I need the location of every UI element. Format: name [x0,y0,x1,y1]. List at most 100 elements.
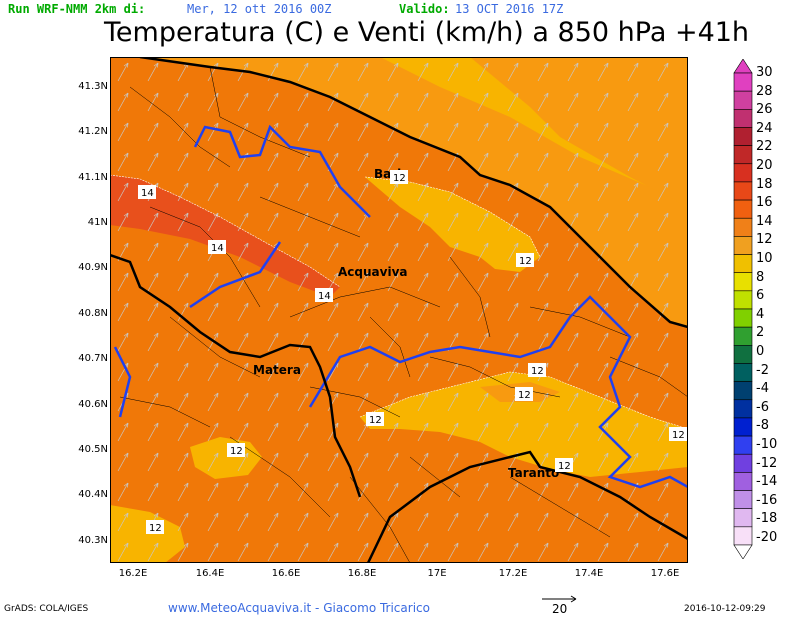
contour-label: 12 [555,458,573,472]
y-label: 40.6N [78,399,108,410]
y-label: 40.3N [78,535,108,546]
colorbar-swatch [733,217,753,237]
map-frame [110,57,688,563]
colorbar-label: -8 [756,418,769,434]
svg-text:14: 14 [318,291,331,302]
x-label: 16.8E [347,568,377,579]
site-credit: www.MeteoAcquaviva.it - Giacomo Tricaric… [168,601,430,615]
x-label: 16.4E [195,568,225,579]
y-label: 41.1N [78,172,108,183]
colorbar-swatch [733,145,753,165]
colorbar-label: -12 [756,455,778,471]
colorbar-swatch [733,508,753,528]
colorbar-swatch [733,472,753,491]
colorbar-swatch [733,163,753,183]
colorbar-swatch [733,127,753,146]
generation-timestamp: 2016-10-12-09:29 [684,604,766,614]
y-label: 40.7N [78,353,108,364]
svg-text:12: 12 [230,446,243,457]
contour-label: 12 [366,412,384,426]
valid-date: 13 OCT 2016 17Z [455,2,564,16]
colorbar-swatch [733,345,753,364]
contour-label: 12 [669,427,687,441]
colorbar-swatch [733,490,753,509]
colorbar-label: 16 [756,195,773,211]
y-label: 41.2N [78,126,108,137]
colorbar-label: 26 [756,102,773,118]
region-border [113,124,688,489]
y-label: 40.9N [78,262,108,273]
colorbar-swatch [733,399,753,419]
svg-text:12: 12 [558,461,571,472]
colorbar-swatch [733,236,753,255]
colorbar-label: 12 [756,232,773,248]
colorbar-swatch [733,254,753,273]
colorbar-label: 20 [756,158,773,173]
wind-vectors [110,57,688,563]
temperature-map: Bari Acquaviva Matera Taranto 14 14 14 1… [110,57,688,563]
y-label: 40.4N [78,489,108,500]
svg-text:14: 14 [141,188,154,199]
contour-label: 12 [516,253,534,267]
x-label: 17.6E [650,568,680,579]
run-date: Mer, 12 ott 2016 00Z [187,2,332,16]
colorbar-swatch [733,381,753,401]
coastline [110,57,688,563]
colorbar-label: -18 [756,511,778,527]
colorbar-swatch [733,363,753,382]
colorbar-label: 8 [756,269,765,285]
grads-credit: GrADS: COLA/IGES [4,604,89,614]
colorbar-label: 30 [756,65,773,80]
x-label: 17.4E [574,568,604,579]
colorbar-swatch [733,453,753,473]
x-label: 16.2E [118,568,148,579]
contour-label: 14 [208,240,226,254]
colorbar-swatch [733,308,753,328]
colorbar-swatch [733,199,753,219]
svg-text:12: 12 [149,523,162,534]
colorbar-label: 18 [756,176,773,192]
contour-label: 12 [146,520,164,534]
city-matera: Matera [253,363,301,377]
valid-label: Valido: [399,2,450,16]
colorbar-swatch [733,72,753,92]
svg-text:12: 12 [369,415,382,426]
svg-text:12: 12 [531,366,544,377]
contour-label: 14 [315,288,333,302]
colorbar-label: 0 [756,344,765,359]
colorbar-label: -20 [756,530,778,545]
colorbar-swatch [733,181,753,201]
run-label: Run WRF-NMM 2km di: [8,2,146,16]
contour-label: 12 [390,170,408,184]
colorbar-swatch [733,526,753,546]
colorbar-swatch [733,290,753,310]
colorbar-label: -10 [756,437,778,452]
reference-vector-value: 20 [552,602,568,616]
colorbar-label: 4 [756,306,765,322]
colorbar-label: 14 [756,213,773,229]
colorbar-label: 24 [756,120,773,136]
colorbar-top-arrow [733,59,753,74]
colorbar [733,59,753,559]
map-title: Temperatura (C) e Venti (km/h) a 850 hPa… [104,17,750,48]
colorbar-swatch [733,326,753,346]
contour-label: 14 [138,185,156,199]
colorbar-label: -4 [756,381,769,397]
colorbar-label: -16 [756,492,778,508]
colorbar-swatch [733,417,753,437]
contour-label: 12 [515,387,533,401]
colorbar-label: 2 [756,325,765,341]
city-acquaviva: Acquaviva [338,265,408,279]
x-label: 16.6E [271,568,301,579]
reference-vector-arrow [542,595,577,603]
x-label: 17E [427,568,447,579]
svg-text:12: 12 [393,173,406,184]
colorbar-label: 28 [756,83,773,99]
y-label: 41N [87,217,108,228]
colorbar-swatch [733,435,753,455]
colorbar-swatch [733,272,753,292]
svg-text:12: 12 [672,430,685,441]
svg-text:12: 12 [519,256,532,267]
svg-text:14: 14 [211,243,224,254]
colorbar-label: 10 [756,251,773,266]
